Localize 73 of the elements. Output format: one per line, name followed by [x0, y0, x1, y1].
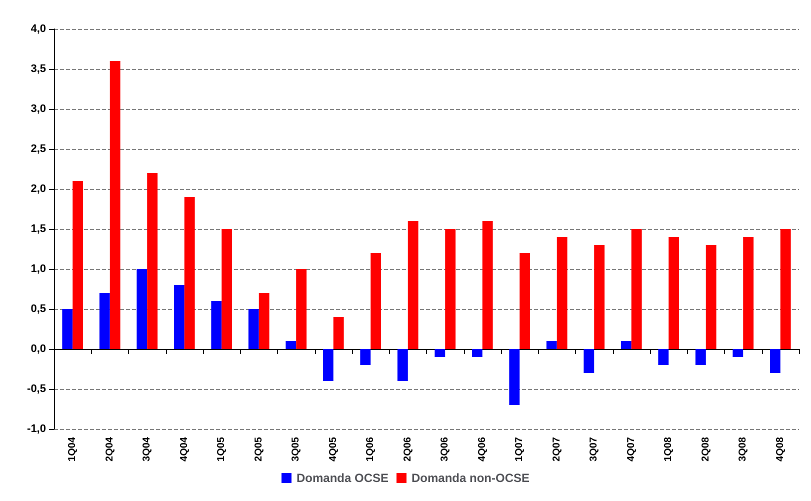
bar — [695, 349, 706, 365]
x-tick-label: 1Q06 — [365, 436, 376, 462]
x-tick-label: 3Q04 — [142, 436, 153, 462]
bar — [620, 341, 632, 349]
bar — [556, 237, 568, 349]
bar — [397, 349, 408, 381]
bar — [668, 237, 680, 349]
bar — [584, 349, 594, 373]
y-tick-label: 0,5 — [30, 303, 46, 315]
bar — [706, 245, 716, 349]
bar — [770, 349, 780, 373]
y-tick-label: 0,0 — [30, 343, 46, 355]
bar — [546, 341, 557, 349]
bar — [743, 237, 754, 349]
x-tick-label: 1Q04 — [67, 436, 78, 462]
bar — [211, 301, 222, 349]
x-tick-label: 2Q04 — [104, 436, 116, 462]
x-tick-label: 2Q05 — [253, 436, 264, 462]
legend-label: Domanda non-OCSE — [412, 471, 530, 485]
bar — [258, 293, 270, 349]
x-tick-label: 4Q08 — [774, 436, 786, 462]
x-tick-label: 4Q04 — [178, 436, 190, 462]
y-tick-label: 3,0 — [30, 103, 46, 115]
bar — [99, 293, 110, 349]
y-tick-label: -1,0 — [27, 423, 46, 435]
bar — [445, 229, 456, 349]
bar — [472, 349, 482, 357]
x-tick-label: 3Q06 — [440, 436, 451, 462]
bar — [322, 349, 334, 381]
x-tick-label: 2Q06 — [402, 436, 414, 462]
bar — [333, 317, 344, 349]
x-tick-label: 4Q05 — [328, 436, 339, 462]
bar — [62, 309, 73, 349]
bar — [520, 253, 530, 349]
x-tick-label: 1Q05 — [216, 436, 228, 462]
bar — [434, 349, 446, 357]
y-tick-label: 2,0 — [30, 183, 46, 195]
bar — [482, 221, 493, 349]
bar — [296, 269, 307, 349]
bar — [780, 229, 791, 349]
x-tick-label: 3Q08 — [738, 436, 749, 462]
x-tick-label: 1Q08 — [663, 436, 674, 462]
bar — [594, 245, 605, 349]
bar — [732, 349, 744, 357]
y-tick-label: 4,0 — [30, 23, 46, 35]
bar — [184, 197, 195, 349]
y-tick-label: 1,0 — [30, 263, 46, 275]
x-tick-label: 1Q07 — [514, 436, 526, 462]
bar — [72, 181, 84, 349]
x-tick-label: 2Q07 — [551, 436, 562, 462]
x-tick-label: 3Q07 — [588, 436, 600, 462]
bar — [631, 229, 642, 349]
bar — [248, 309, 259, 349]
bar — [658, 349, 669, 365]
x-tick-label: 2Q08 — [700, 436, 712, 462]
bar — [147, 173, 158, 349]
y-tick-label: 1,5 — [30, 223, 46, 235]
y-tick-label: 3,5 — [30, 63, 46, 75]
bar — [174, 285, 184, 349]
bar — [136, 269, 148, 349]
bar — [408, 221, 418, 349]
bar — [360, 349, 371, 365]
y-tick-label: 2,5 — [30, 143, 46, 155]
bar — [110, 61, 120, 349]
x-tick-label: 3Q05 — [290, 436, 302, 462]
x-tick-label: 4Q07 — [626, 436, 637, 462]
bar — [370, 253, 382, 349]
bar — [222, 229, 232, 349]
x-tick-label: 4Q06 — [476, 436, 488, 462]
legend-label: Domanda OCSE — [296, 471, 389, 485]
bar — [286, 341, 296, 349]
y-tick-label: -0,5 — [27, 383, 46, 395]
bar — [509, 349, 520, 405]
